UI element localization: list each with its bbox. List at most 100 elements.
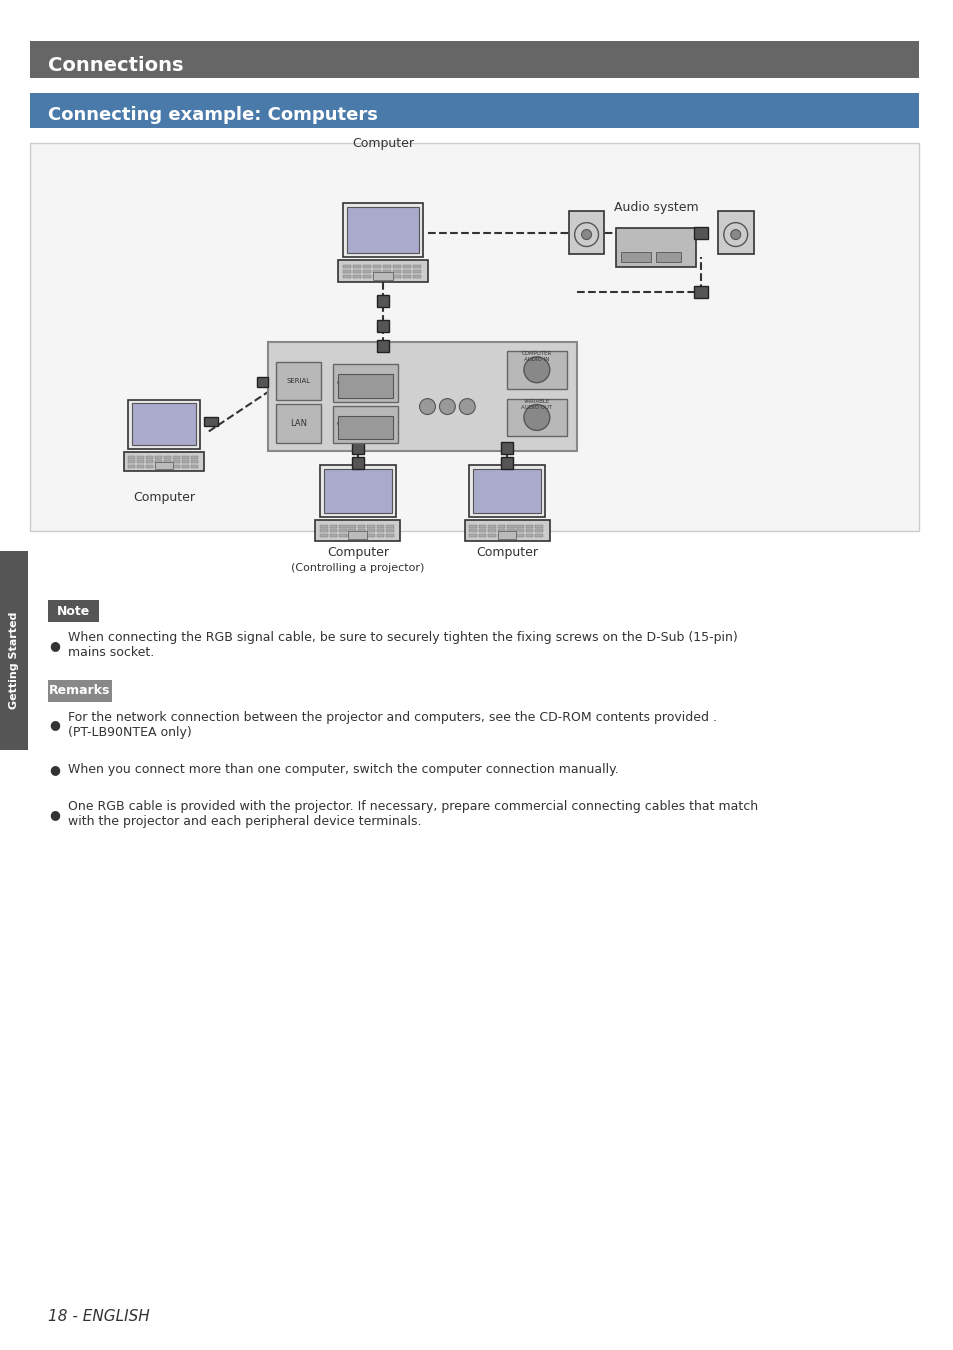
Bar bbox=[402, 270, 410, 273]
Bar bbox=[343, 270, 351, 273]
Bar bbox=[137, 464, 144, 467]
Bar bbox=[30, 143, 918, 531]
Bar bbox=[506, 535, 514, 537]
Bar bbox=[497, 525, 505, 528]
Bar bbox=[535, 529, 542, 532]
Circle shape bbox=[458, 398, 475, 414]
Bar bbox=[376, 535, 384, 537]
Text: Computer: Computer bbox=[352, 136, 414, 150]
Bar bbox=[48, 680, 112, 702]
Bar bbox=[386, 529, 394, 532]
Bar bbox=[348, 532, 367, 539]
Bar bbox=[362, 275, 371, 278]
Bar bbox=[182, 456, 189, 459]
Bar bbox=[155, 462, 172, 470]
Bar bbox=[182, 460, 189, 463]
Text: When you connect more than one computer, switch the computer connection manually: When you connect more than one computer,… bbox=[68, 763, 618, 776]
Bar bbox=[0, 551, 28, 749]
Bar bbox=[357, 525, 365, 528]
Bar bbox=[525, 535, 533, 537]
Text: ●: ● bbox=[50, 639, 60, 652]
Bar bbox=[393, 275, 400, 278]
Bar bbox=[525, 525, 533, 528]
Bar bbox=[191, 456, 198, 459]
Bar bbox=[172, 464, 180, 467]
Bar bbox=[525, 529, 533, 532]
Text: COMPUTER 2 IN: COMPUTER 2 IN bbox=[337, 379, 392, 386]
Text: Computer: Computer bbox=[132, 491, 194, 504]
Bar bbox=[516, 525, 523, 528]
Bar bbox=[30, 93, 918, 128]
Bar bbox=[155, 456, 162, 459]
Bar bbox=[146, 460, 153, 463]
Bar bbox=[469, 525, 476, 528]
Bar bbox=[128, 400, 199, 448]
Text: When connecting the RGB signal cable, be sure to securely tighten the fixing scr: When connecting the RGB signal cable, be… bbox=[68, 632, 737, 659]
Text: ●: ● bbox=[50, 763, 60, 776]
Bar bbox=[348, 529, 355, 532]
Bar bbox=[393, 266, 400, 269]
Text: Audio system: Audio system bbox=[613, 201, 698, 215]
Bar bbox=[347, 207, 418, 254]
Bar bbox=[382, 275, 391, 278]
Bar bbox=[137, 456, 144, 459]
Bar bbox=[337, 416, 393, 439]
Bar bbox=[382, 270, 391, 273]
Bar bbox=[137, 460, 144, 463]
Bar bbox=[191, 460, 198, 463]
Text: VARIABLE
AUDIO OUT: VARIABLE AUDIO OUT bbox=[520, 400, 552, 410]
Bar bbox=[373, 266, 380, 269]
Bar bbox=[382, 266, 391, 269]
Bar bbox=[164, 456, 171, 459]
Bar bbox=[329, 535, 336, 537]
Circle shape bbox=[523, 356, 549, 382]
Bar bbox=[393, 270, 400, 273]
Bar bbox=[469, 466, 544, 517]
Bar bbox=[155, 460, 162, 463]
Bar bbox=[348, 535, 355, 537]
Bar bbox=[329, 525, 336, 528]
Text: Computer: Computer bbox=[476, 545, 537, 559]
Text: 18 - ENGLISH: 18 - ENGLISH bbox=[48, 1308, 150, 1324]
Bar bbox=[276, 404, 321, 443]
Text: Note: Note bbox=[57, 605, 91, 618]
Text: (Controlling a projector): (Controlling a projector) bbox=[291, 563, 424, 572]
Bar bbox=[164, 460, 171, 463]
Bar bbox=[348, 525, 355, 528]
Bar bbox=[500, 443, 513, 455]
Bar bbox=[656, 252, 680, 262]
Bar bbox=[469, 529, 476, 532]
Bar bbox=[343, 266, 351, 269]
Text: COMPUTER
AUDIO IN: COMPUTER AUDIO IN bbox=[521, 351, 552, 362]
Bar bbox=[568, 211, 604, 254]
Bar bbox=[412, 266, 420, 269]
Bar bbox=[373, 273, 393, 281]
Bar bbox=[506, 529, 514, 532]
Circle shape bbox=[419, 398, 435, 414]
Bar bbox=[535, 535, 542, 537]
Bar bbox=[333, 405, 397, 443]
Bar bbox=[497, 535, 505, 537]
Bar bbox=[343, 202, 422, 258]
Bar bbox=[488, 529, 496, 532]
Bar bbox=[488, 535, 496, 537]
Bar bbox=[338, 525, 346, 528]
Bar bbox=[402, 266, 410, 269]
Text: One RGB cable is provided with the projector. If necessary, prepare commercial c: One RGB cable is provided with the proje… bbox=[68, 801, 757, 828]
Bar bbox=[337, 374, 393, 398]
Bar bbox=[146, 456, 153, 459]
Text: ●: ● bbox=[50, 807, 60, 821]
Bar bbox=[353, 270, 360, 273]
Bar bbox=[276, 362, 321, 400]
Bar bbox=[473, 468, 540, 513]
Bar bbox=[478, 525, 486, 528]
Text: LAN: LAN bbox=[290, 418, 307, 428]
Bar bbox=[464, 520, 549, 541]
Text: Getting Started: Getting Started bbox=[9, 612, 19, 709]
Bar bbox=[30, 40, 918, 78]
Bar bbox=[191, 464, 198, 467]
Bar bbox=[128, 464, 135, 467]
Bar bbox=[256, 377, 268, 386]
Bar bbox=[376, 296, 388, 308]
Bar bbox=[155, 464, 162, 467]
